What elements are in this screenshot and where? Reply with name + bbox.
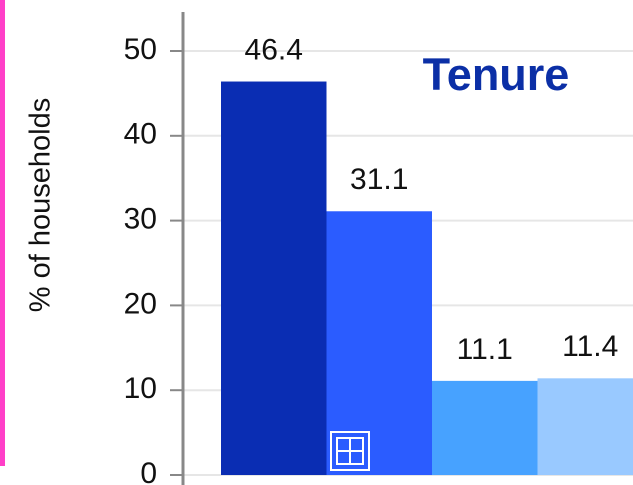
value-label: 11.4 [562,330,618,363]
chart-title: Tenure [423,49,570,100]
value-label: 46.4 [245,33,303,66]
table-icon [330,431,370,471]
bar [221,81,327,475]
value-label: 11.1 [457,333,513,366]
icon-frame [330,431,370,471]
bar [326,211,432,475]
y-tick-label: 40 [124,118,157,151]
y-tick-label: 0 [140,457,157,485]
bar [537,378,633,475]
y-axis-label: % of households [25,98,57,312]
left-border [0,0,5,466]
value-label: 31.1 [350,163,408,196]
y-tick-label: 50 [124,33,157,66]
y-tick-label: 30 [124,203,157,236]
y-tick-label: 20 [124,287,157,320]
bar [432,380,538,475]
y-tick-label: 10 [124,372,157,405]
